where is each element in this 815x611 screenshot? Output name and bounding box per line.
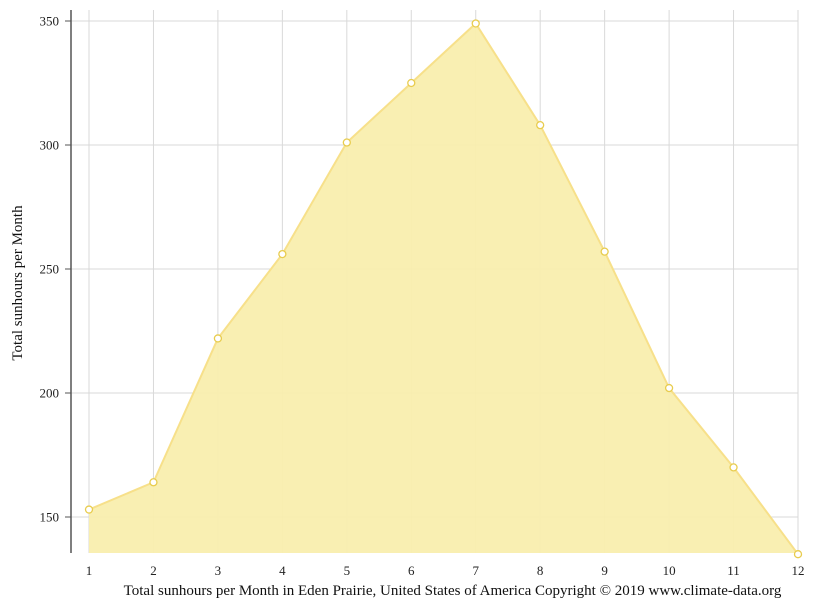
- y-tick-label: 250: [40, 262, 60, 277]
- data-point: [536, 121, 545, 130]
- y-tick-label: 200: [40, 386, 60, 401]
- data-point: [407, 78, 416, 88]
- y-tick-label: 350: [40, 14, 60, 29]
- sunhours-series-line: [88, 21, 799, 555]
- chart-caption: Total sunhours per Month in Eden Prairie…: [123, 583, 782, 599]
- data-point: [471, 19, 480, 28]
- x-tick-label: 8: [537, 563, 544, 578]
- data-point: [342, 138, 351, 147]
- data-point: [278, 249, 287, 259]
- x-tick-label: 11: [727, 563, 740, 578]
- data-point: [793, 550, 803, 559]
- x-tick-label: 6: [408, 563, 415, 578]
- x-tick-label: 10: [663, 563, 676, 578]
- data-point: [664, 383, 674, 393]
- data-point: [84, 505, 94, 514]
- data-point: [600, 247, 609, 256]
- sunhours-area-fill: [89, 23, 798, 555]
- x-tick-label: 5: [344, 563, 351, 578]
- x-tick-label: 7: [472, 563, 479, 578]
- x-tick-label: 9: [601, 563, 608, 578]
- data-point: [729, 463, 738, 472]
- data-point: [213, 334, 223, 343]
- y-tick-label: 150: [40, 510, 60, 525]
- data-point: [149, 478, 158, 487]
- x-tick-label: 3: [215, 563, 222, 578]
- x-tick-label: 2: [150, 563, 157, 578]
- data-points: [84, 19, 803, 559]
- y-tick-labels: 150 200 250 300 350: [40, 14, 71, 525]
- x-tick-label: 12: [792, 563, 805, 578]
- x-tick-labels: 1 2 3 4 5 6 7 8 9 10 11 12: [86, 563, 805, 578]
- y-tick-label: 300: [40, 138, 60, 153]
- x-tick-label: 4: [279, 563, 286, 578]
- x-tick-label: 1: [86, 563, 93, 578]
- y-axis-title: Total sunhours per Month: [10, 205, 26, 361]
